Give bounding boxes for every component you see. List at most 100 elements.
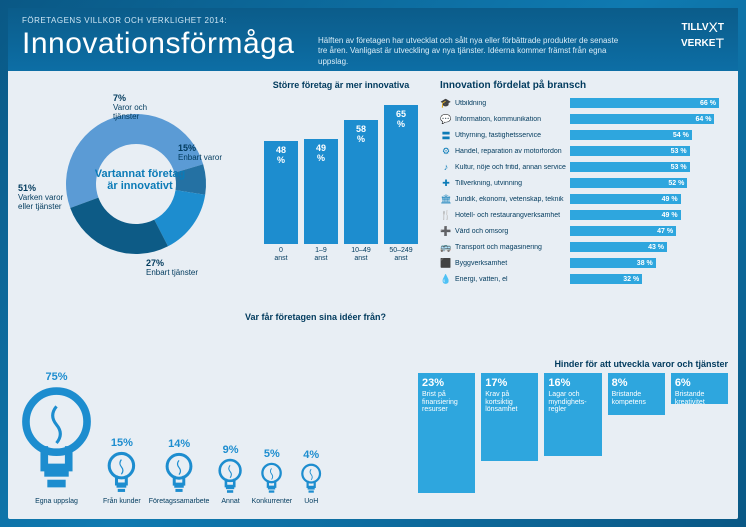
sector-row: 🚌Transport och magasinering 43 % bbox=[440, 240, 728, 254]
sector-row: ⚙Handel, reparation av motorfordon53 % bbox=[440, 144, 728, 158]
bulb-label: Konkurrenter bbox=[252, 498, 292, 505]
bulb-icon bbox=[106, 451, 137, 495]
sector-name: Byggverksamhet bbox=[452, 260, 570, 267]
sector-row: ♪Kultur, nöje och fritid, annan service5… bbox=[440, 160, 728, 174]
sector-title: Innovation fördelat på bransch bbox=[440, 80, 728, 91]
bulb-pct: 9% bbox=[223, 444, 239, 456]
bulb-pct: 14% bbox=[168, 438, 190, 450]
bulb: 4%UoH bbox=[300, 449, 322, 505]
subtitle: Hälften av företagen har utvecklat och s… bbox=[318, 36, 628, 67]
bulb-label: Företagssamarbete bbox=[149, 498, 210, 505]
donut-slice-label: 27%Enbart tjänster bbox=[146, 259, 206, 278]
obstacle-pct: 8% bbox=[612, 377, 661, 389]
sector-name: Tillverkning, utvinning bbox=[452, 180, 570, 187]
sector-val: 43 % bbox=[648, 244, 664, 251]
bulb-label: Egna uppslag bbox=[35, 498, 78, 505]
body: Vartannat företag är innovativt 51%Varke… bbox=[8, 72, 738, 519]
sector-val: 64 % bbox=[695, 116, 711, 123]
sector-barwrap: 32 % bbox=[570, 274, 728, 284]
logo-line1: TILLV bbox=[682, 22, 709, 33]
idea-sources: Var får företagen sina idéer från? 75%Eg… bbox=[18, 282, 416, 511]
obstacle-pct: 6% bbox=[675, 377, 724, 389]
obstacle-label: Lagar och myndighets-regler bbox=[548, 391, 597, 414]
sector-row: 💧Energi, vatten, el32 % bbox=[440, 272, 728, 286]
bar-xlabel: 1–9anst bbox=[314, 247, 327, 262]
sector-bar: 38 % bbox=[570, 258, 656, 268]
sector-barwrap: 47 % bbox=[570, 226, 728, 236]
donut-center-label: Vartannat företag är innovativt bbox=[90, 168, 190, 192]
sector-barwrap: 38 % bbox=[570, 258, 728, 268]
obstacle-label: Bristande kreativitet bbox=[675, 391, 724, 406]
sector-row: ➕Vård och omsorg47 % bbox=[440, 224, 728, 238]
sector-icon: ⬛ bbox=[440, 258, 452, 269]
sector-icon: 🏛 bbox=[440, 194, 452, 205]
sector-val: 54 % bbox=[673, 132, 689, 139]
bulb: 14% Företagssamarbete bbox=[149, 438, 210, 505]
obstacle-pct: 23% bbox=[422, 377, 471, 389]
obstacle-bar: 8%Bristande kompetens bbox=[608, 373, 665, 415]
logo-x: X bbox=[709, 20, 718, 35]
sector-val: 53 % bbox=[671, 148, 687, 155]
bulb-icon bbox=[18, 385, 95, 495]
bulbs-title: Var får företagen sina idéer från? bbox=[245, 312, 386, 322]
sector-bar: 49 % bbox=[570, 210, 681, 220]
sector-bar: 54 % bbox=[570, 130, 692, 140]
obstacle-bar: 16%Lagar och myndighets-regler bbox=[544, 373, 601, 456]
company-size-bars: Större företag är mer innovativa 48%0ans… bbox=[256, 80, 426, 280]
bulb: 15% Från kunder bbox=[103, 437, 141, 505]
sector-icon: 〓 bbox=[440, 129, 452, 142]
bulb: 75%Egna uppslag bbox=[18, 371, 95, 505]
bar-xlabel: 10–49anst bbox=[351, 247, 370, 262]
sector-icon: 🍴 bbox=[440, 210, 452, 221]
sector-barwrap: 53 % bbox=[570, 162, 728, 172]
obstacles-title: Hinder för att utveckla varor och tjänst… bbox=[418, 359, 728, 369]
sector-val: 49 % bbox=[662, 212, 678, 219]
bar-pct: 58% bbox=[344, 124, 378, 144]
bar-pct: 65% bbox=[384, 109, 418, 129]
obstacle-label: Krav på kortsiktig lönsamhet bbox=[485, 391, 534, 414]
sector-val: 38 % bbox=[637, 260, 653, 267]
sector-bar: 32 % bbox=[570, 274, 642, 284]
bulb-label: Från kunder bbox=[103, 498, 141, 505]
bars-title: Större företag är mer innovativa bbox=[256, 80, 426, 90]
sector-val: 32 % bbox=[623, 276, 639, 283]
sector-val: 49 % bbox=[662, 196, 678, 203]
sector-row: ⬛Byggverksamhet 38 % bbox=[440, 256, 728, 270]
sector-name: Vård och omsorg bbox=[452, 228, 570, 235]
sector-val: 53 % bbox=[671, 164, 687, 171]
sector-bar: 52 % bbox=[570, 178, 687, 188]
obstacle-bar: 17% Krav på kortsiktig lönsamhet bbox=[481, 373, 538, 461]
sector-name: Transport och magasinering bbox=[452, 244, 570, 251]
sector-barwrap: 49 % bbox=[570, 194, 728, 204]
sector-row: 💬Information, kommunikation64 % bbox=[440, 112, 728, 126]
bulb-icon bbox=[164, 452, 194, 495]
sector-name: Hotell- och restaurangverksamhet bbox=[452, 212, 570, 219]
sector-row: 🎓Utbildning66 % bbox=[440, 96, 728, 110]
sector-barwrap: 64 % bbox=[570, 114, 728, 124]
sector-bar: 64 % bbox=[570, 114, 714, 124]
sector-icon: 🚌 bbox=[440, 242, 452, 253]
sector-barwrap: 53 % bbox=[570, 146, 728, 156]
sector-row: 〓Uthyrning, fastighetsservice54 % bbox=[440, 128, 728, 142]
obstacle-label: Brist på finansiering resurser bbox=[422, 391, 471, 414]
bar-xlabel: 50–249anst bbox=[389, 247, 412, 262]
sector-name: Information, kommunikation bbox=[452, 116, 570, 123]
sector-barwrap: 54 % bbox=[570, 130, 728, 140]
donut-slice-label: 15%Enbart varor bbox=[178, 144, 238, 163]
bulb-pct: 15% bbox=[111, 437, 133, 449]
obstacle-bar: 23% Brist på finansiering resurser bbox=[418, 373, 475, 493]
sector-barwrap: 49 % bbox=[570, 210, 728, 220]
bar-col: 49% bbox=[304, 139, 338, 244]
sector-icon: ♪ bbox=[440, 162, 452, 172]
sector-name: Utbildning bbox=[452, 100, 570, 107]
bulb: 5%Konkurrenter bbox=[252, 448, 292, 505]
sector-barwrap: 52 % bbox=[570, 178, 728, 188]
sector-bar: 53 % bbox=[570, 146, 690, 156]
page: FÖRETAGENS VILLKOR OCH VERKLIGHET 2014: … bbox=[8, 8, 738, 519]
sector-bar: 66 % bbox=[570, 98, 719, 108]
bar-pct: 49% bbox=[304, 143, 338, 163]
logo-t2: T bbox=[715, 36, 724, 51]
obstacle-pct: 17% bbox=[485, 377, 534, 389]
donut-slice-label: 51%Varken varor eller tjänster bbox=[18, 184, 78, 211]
bar-pct: 48% bbox=[264, 145, 298, 165]
